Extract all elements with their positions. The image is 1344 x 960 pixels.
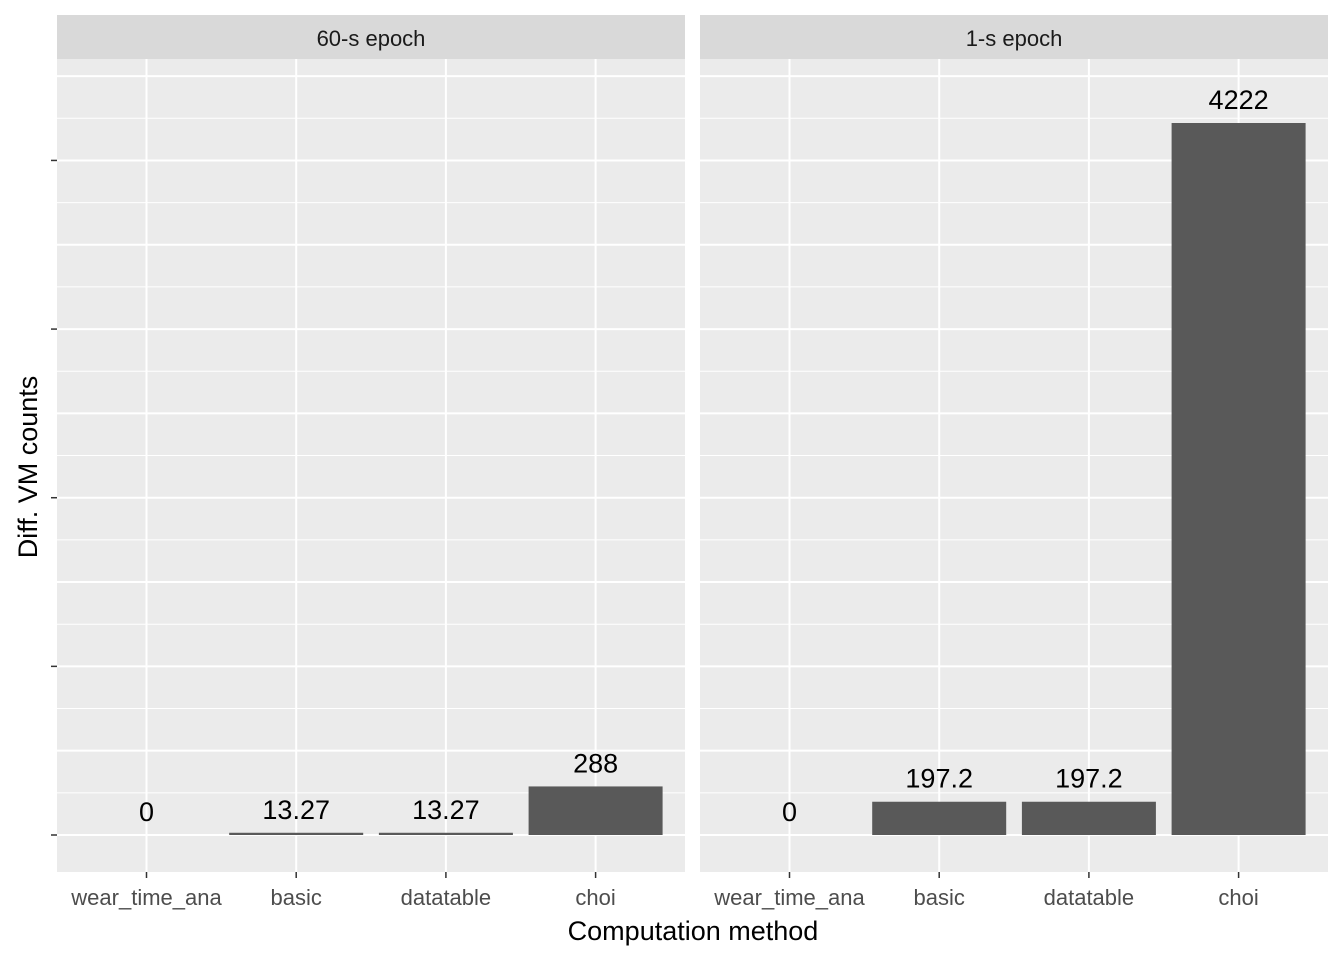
bar-datatable (378, 832, 513, 835)
y-axis-title: Diff. VM counts (13, 376, 43, 559)
panels: 0 wear_time_ana 13.27 basic 13.27 datatable 28… (51, 15, 1328, 910)
data-label-wear_time_ana: 0 (782, 797, 797, 827)
data-label-datatable: 13.27 (412, 795, 480, 825)
data-label-datatable: 197.2 (1055, 764, 1123, 794)
facet-strip (57, 15, 685, 59)
x-axis-title: Computation method (568, 916, 819, 946)
bar-basic (872, 801, 1007, 835)
panel-left: 0 wear_time_ana 13.27 basic 13.27 datatable 28… (57, 15, 685, 910)
bar-datatable (1021, 801, 1156, 835)
data-label-choi: 288 (573, 748, 618, 778)
x-tick-label-choi: choi (1218, 885, 1258, 910)
data-label-choi: 4222 (1209, 85, 1269, 115)
data-label-basic: 13.27 (262, 795, 330, 825)
x-tick-label-datatable: datatable (401, 885, 492, 910)
panel-background (57, 59, 685, 872)
facet-strip (700, 15, 1328, 59)
x-tick-label-basic: basic (271, 885, 322, 910)
data-label-wear_time_ana: 0 (139, 797, 154, 827)
x-tick-label-wear_time_ana: wear_time_ana (70, 885, 222, 910)
panel-right: 0 wear_time_ana 197.2 basic 197.2 datatable 42… (700, 15, 1328, 910)
x-tick-label-choi: choi (575, 885, 615, 910)
bar-choi (528, 786, 663, 835)
x-tick-label-basic: basic (914, 885, 965, 910)
y-axis-ticks (51, 159, 57, 836)
bar-basic (229, 832, 364, 835)
facet-strip-label: 60-s epoch (317, 26, 426, 51)
facet-strip-label: 1-s epoch (966, 26, 1063, 51)
data-label-basic: 197.2 (905, 764, 973, 794)
x-tick-label-wear_time_ana: wear_time_ana (713, 885, 865, 910)
x-tick-label-datatable: datatable (1044, 885, 1135, 910)
gridlines (57, 59, 685, 872)
bar-choi (1171, 123, 1306, 835)
